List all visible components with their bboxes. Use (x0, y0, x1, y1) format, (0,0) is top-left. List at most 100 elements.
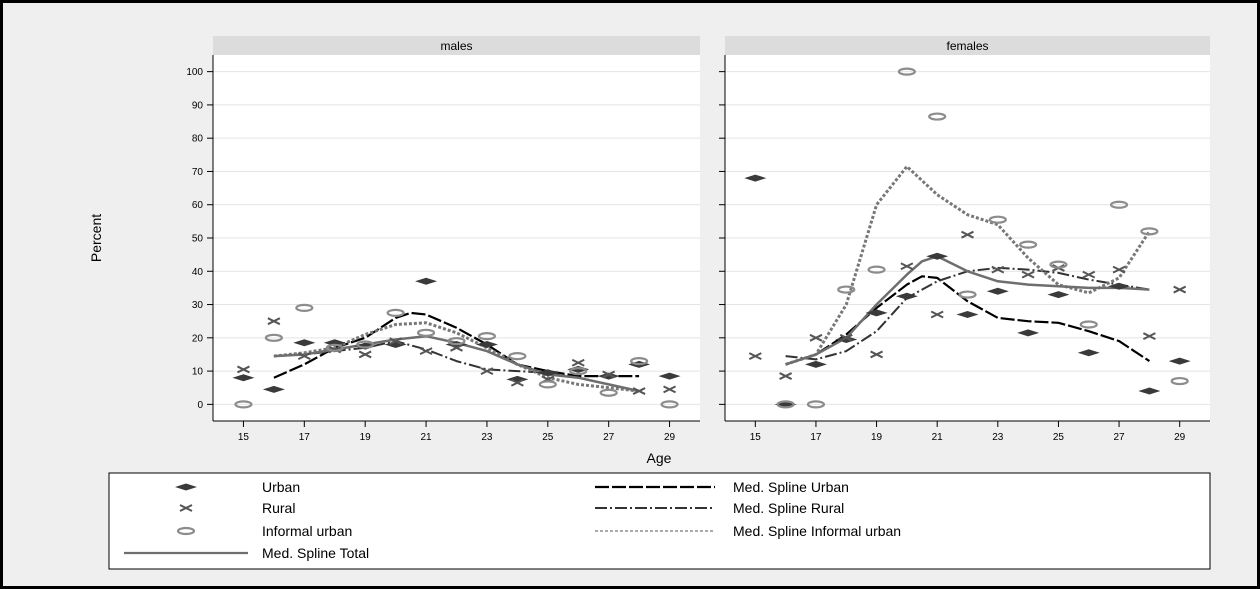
legend-symbol-urban (175, 483, 197, 491)
point-informal-urban (569, 366, 588, 376)
y-tick-label: 0 (197, 400, 203, 411)
x-tick-label: 17 (810, 432, 822, 443)
point-informal-urban (1079, 320, 1098, 329)
legend-item-informal-urban: Informal urban (176, 523, 352, 539)
point-urban (384, 340, 407, 348)
x-tick-label: 27 (1114, 432, 1126, 443)
point-rural (450, 343, 463, 352)
point-urban (804, 360, 827, 368)
point-informal-urban (1140, 227, 1159, 236)
panel-strip-males (213, 36, 700, 55)
y-tick-label: 10 (192, 367, 204, 378)
point-informal-urban (1109, 200, 1129, 209)
point-urban (926, 252, 949, 260)
x-axis-title: Age (647, 450, 672, 466)
legend-item-med-spline-total: Med. Spline Total (124, 545, 369, 561)
point-rural (1173, 285, 1187, 294)
point-urban (1017, 329, 1040, 337)
point-rural (480, 367, 494, 375)
point-informal-urban (234, 400, 253, 409)
panel-males: males 0 10 20 30 40 50 60 70 80 90 100 15 17 19 21 23 25 2… (186, 36, 700, 443)
legend-item-med-spline-rural: Med. Spline Rural (595, 500, 844, 516)
point-informal-urban (447, 337, 466, 346)
panel-females: females 15 17 19 21 23 25 27 29 (719, 36, 1210, 443)
point-informal-urban (264, 333, 283, 342)
point-rural (900, 262, 914, 271)
point-informal-urban (867, 265, 886, 274)
point-rural (1082, 270, 1096, 279)
point-rural (267, 317, 281, 326)
point-informal-urban (386, 308, 405, 317)
x-tick-label: 27 (603, 432, 615, 443)
legend-item-med-spline-urban: Med. Spline Urban (595, 479, 849, 495)
panel-strip-females (725, 36, 1210, 55)
point-rural (632, 387, 646, 395)
point-informal-urban (897, 67, 916, 76)
panel-title-females: females (946, 39, 988, 53)
x-tick-label: 23 (992, 432, 1004, 443)
point-rural (602, 370, 616, 379)
y-tick-label: 80 (192, 134, 204, 145)
point-rural (1112, 265, 1126, 274)
y-tick-label: 70 (192, 167, 204, 178)
point-rural (839, 333, 853, 342)
y-tick-label: 60 (192, 200, 204, 211)
point-informal-urban (1049, 260, 1068, 269)
point-rural (510, 378, 524, 387)
point-urban (1047, 291, 1070, 299)
point-informal-urban (660, 400, 679, 409)
x-tick-label: 17 (299, 432, 311, 443)
x-tick-label: 15 (238, 432, 250, 443)
point-rural (1142, 332, 1156, 341)
point-informal-urban (1170, 376, 1189, 386)
point-urban (262, 385, 285, 393)
point-informal-urban (295, 303, 314, 312)
legend: Urban Rural Informal urban Med. Spline Tota… (108, 472, 1211, 570)
point-informal-urban (928, 112, 947, 121)
legend-label-med-spline-urban: Med. Spline Urban (733, 479, 849, 495)
y-tick-label: 90 (192, 100, 204, 111)
point-rural (358, 350, 372, 359)
point-rural (419, 347, 433, 356)
point-informal-urban (776, 400, 795, 409)
legend-symbol-informal-urban (176, 526, 196, 536)
point-urban (744, 174, 767, 182)
x-tick-label: 19 (360, 432, 372, 443)
y-tick-label: 40 (192, 267, 204, 278)
point-informal-urban (837, 285, 856, 294)
legend-item-med-spline-informal-urban: Med. Spline Informal urban (595, 523, 901, 539)
point-rural (663, 385, 677, 394)
x-tick-label: 25 (542, 432, 554, 443)
point-urban (1077, 349, 1100, 357)
series-line-med-spline-total (785, 255, 1150, 366)
point-urban (293, 339, 316, 347)
legend-box (108, 472, 1211, 570)
x-tick-label: 29 (664, 432, 676, 443)
point-urban (956, 311, 979, 319)
x-tick-label: 25 (1053, 432, 1065, 443)
point-urban (986, 287, 1009, 295)
point-informal-urban (356, 340, 375, 349)
point-rural (870, 350, 884, 359)
point-informal-urban (599, 388, 618, 397)
point-urban (658, 372, 681, 380)
point-urban (1138, 387, 1161, 395)
legend-label-med-spline-informal-urban: Med. Spline Informal urban (733, 523, 901, 539)
series-line-med-spline-informal-urban (273, 321, 640, 393)
legend-label-rural: Rural (262, 500, 295, 516)
point-urban (232, 374, 255, 382)
point-rural (809, 333, 823, 342)
panel-title-males: males (440, 39, 472, 53)
point-informal-urban (958, 290, 977, 299)
point-informal-urban (806, 400, 826, 409)
legend-item-urban: Urban (175, 479, 300, 495)
point-rural (930, 310, 944, 319)
point-urban (1168, 357, 1191, 365)
y-tick-label: 50 (192, 234, 204, 245)
legend-label-med-spline-rural: Med. Spline Rural (733, 500, 844, 516)
y-tick-label: 30 (192, 300, 204, 311)
point-rural (571, 358, 585, 367)
x-tick-label: 15 (750, 432, 762, 443)
